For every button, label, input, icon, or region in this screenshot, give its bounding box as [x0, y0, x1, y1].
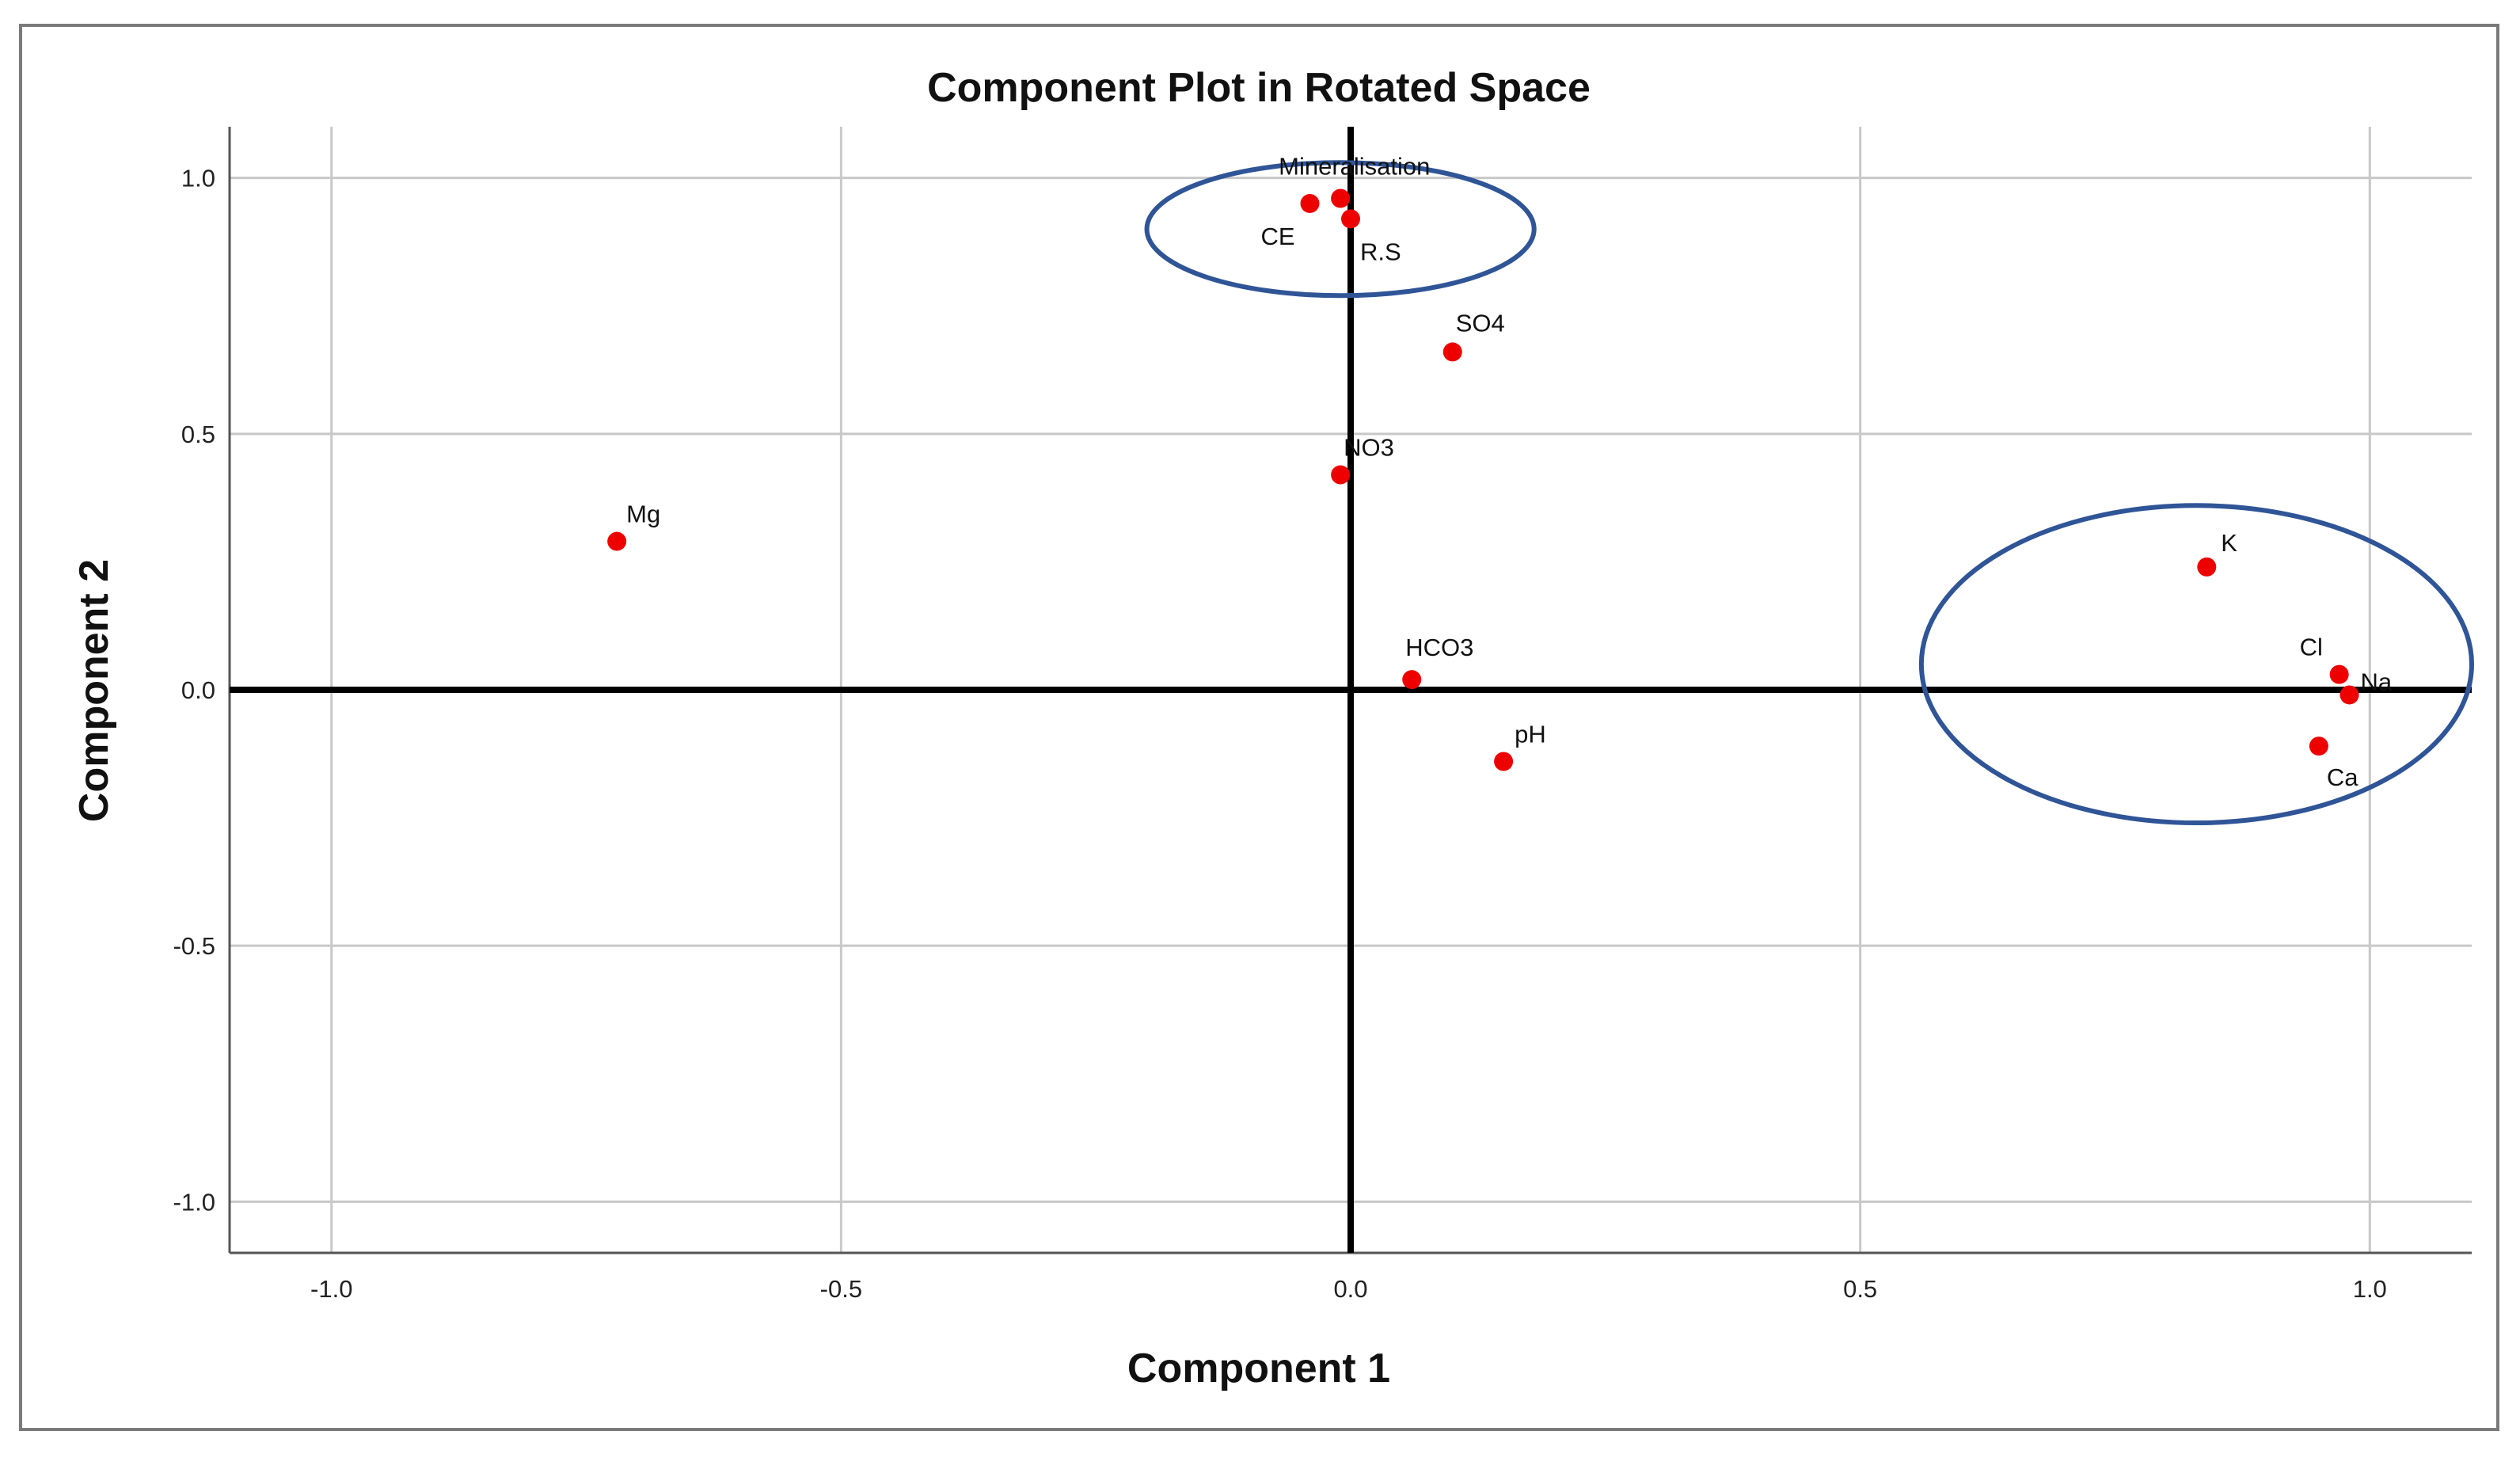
- data-point: [2197, 557, 2217, 577]
- data-point: [607, 531, 627, 551]
- x-tick-label: -1.0: [310, 1275, 352, 1303]
- y-tick-label: 0.0: [181, 676, 215, 704]
- point-label: SO4: [1456, 309, 1505, 337]
- data-point: [2339, 685, 2359, 705]
- point-label: K: [2221, 529, 2237, 557]
- y-axis-title: Component 2: [71, 559, 117, 822]
- chart-frame: [19, 24, 2499, 1431]
- data-point: [1300, 193, 1320, 213]
- data-point: [1331, 188, 1351, 208]
- point-label: Cl: [2300, 634, 2323, 661]
- point-label: CE: [1261, 223, 1295, 250]
- data-point: [2309, 737, 2328, 756]
- x-tick-label: -0.5: [820, 1275, 862, 1303]
- point-labels: Mineralisation CE R.S SO4 NO3 Mg HCO3 pH K Cl Na Ca: [626, 152, 2393, 791]
- data-point: [2329, 664, 2349, 684]
- point-label: Na: [2361, 668, 2393, 695]
- y-tick-label: 1.0: [181, 165, 215, 192]
- x-tick-label: 0.0: [1333, 1275, 1367, 1303]
- chart-title: Component Plot in Rotated Space: [927, 65, 1591, 111]
- point-label: Ca: [2327, 763, 2358, 791]
- data-point: [1442, 342, 1462, 362]
- x-tick-label: 1.0: [2353, 1275, 2387, 1303]
- y-tick-label: 0.5: [181, 421, 215, 448]
- data-point: [1494, 752, 1514, 771]
- tick-labels: -1.0 -0.5 0.0 0.5 1.0 1.0 0.5 0.0 -0.5 -1.0: [173, 165, 2387, 1303]
- data-points: [607, 188, 2359, 771]
- data-point: [1341, 209, 1360, 229]
- point-label: pH: [1515, 720, 1546, 748]
- y-tick-label: -0.5: [173, 932, 215, 960]
- data-point: [1331, 465, 1351, 485]
- point-label: Mg: [626, 501, 660, 528]
- axes: [228, 127, 2472, 1254]
- highlight-ellipses: [1144, 160, 2474, 826]
- highlight-ellipse-0: [1144, 160, 1537, 299]
- data-point: [1402, 670, 1422, 690]
- point-label: R.S: [1360, 238, 1401, 265]
- y-tick-label: -1.0: [173, 1188, 215, 1216]
- x-tick-label: 0.5: [1843, 1275, 1877, 1303]
- point-label: NO3: [1344, 434, 1394, 462]
- point-label: HCO3: [1405, 634, 1473, 661]
- x-axis-title: Component 1: [1127, 1346, 1390, 1391]
- point-label: Mineralisation: [1279, 152, 1430, 180]
- highlight-ellipse-1: [1918, 503, 2474, 826]
